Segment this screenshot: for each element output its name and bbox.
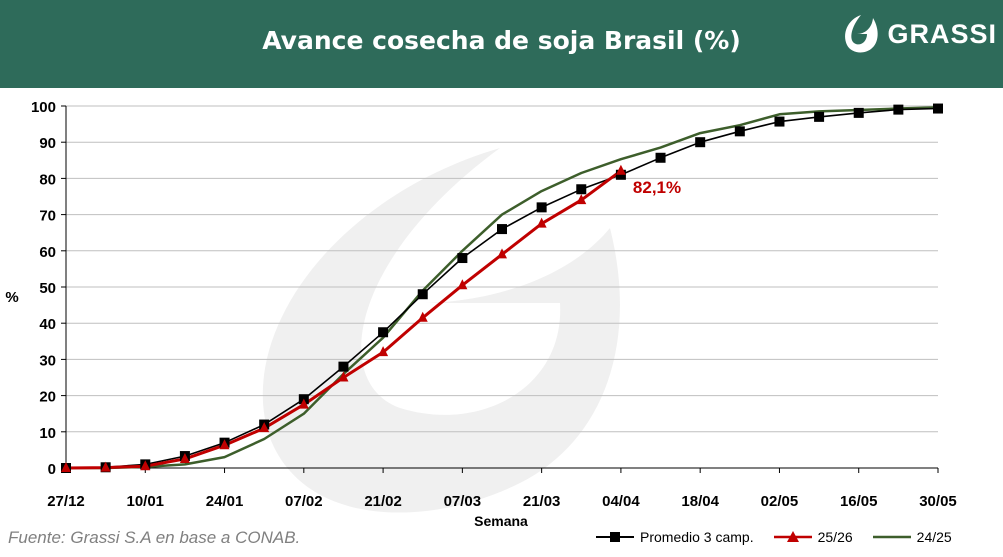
marker-promedio [338, 361, 349, 372]
y-axis-label: % [5, 289, 18, 306]
legend-label-2526: 25/26 [817, 529, 853, 545]
legend-item-2425: 24/25 [872, 529, 952, 545]
marker-promedio [774, 116, 785, 127]
legend-swatch-2425 [872, 535, 911, 539]
legend-item-promedio: Promedio 3 camp. [596, 529, 754, 545]
marker-2526 [61, 462, 71, 472]
chart-title: Avance cosecha de soja Brasil (%) [262, 26, 741, 55]
marker-2526 [378, 346, 389, 357]
marker-2526 [338, 371, 349, 382]
brand-logo: GRASSI [839, 12, 997, 56]
marker-2526 [140, 460, 151, 471]
marker-2526 [219, 439, 230, 450]
series-line-2425 [66, 106, 939, 470]
y-tick-label: 20 [39, 389, 56, 406]
y-tick-label: 100 [31, 99, 56, 116]
marker-2526 [576, 194, 587, 205]
marker-promedio [536, 202, 547, 213]
legend-label-promedio: Promedio 3 camp. [640, 529, 754, 545]
marker-promedio [734, 126, 745, 137]
legend-item-2526: 25/26 [773, 529, 853, 545]
marker-2526 [615, 164, 626, 175]
y-tick-label: 80 [39, 171, 56, 188]
marker-promedio [853, 107, 864, 118]
marker-promedio [378, 327, 389, 338]
brand-name: GRASSI [887, 18, 997, 49]
marker-promedio [655, 152, 666, 163]
y-tick-label: 90 [39, 135, 56, 152]
x-tick-label: 10/01 [126, 493, 164, 510]
x-tick-label: 07/03 [444, 493, 482, 510]
watermark-shape [262, 148, 620, 513]
marker-2526 [100, 461, 111, 472]
legend-swatch-promedio [596, 532, 634, 542]
y-tick-label: 40 [39, 316, 56, 333]
harvest-chart: 0 10 20 30 40 50 60 70 80 90 100 27/12 10/01 24/01 07… [5, 99, 957, 528]
y-tick-label: 10 [39, 425, 56, 442]
x-tick-label: 16/05 [840, 493, 878, 510]
leaf-icon [845, 15, 879, 53]
x-tick-label: 30/05 [919, 493, 957, 510]
marker-2526 [536, 217, 547, 228]
marker-2526 [417, 311, 428, 322]
source-note: Fuente: Grassi S.A en base a CONAB. [8, 528, 301, 547]
marker-2526 [457, 279, 468, 290]
grid-lines [66, 105, 938, 433]
x-axis-ticks: 27/12 10/01 24/01 07/02 21/02 07/03 21/03 04/04… [47, 468, 957, 510]
marker-2526 [179, 452, 190, 463]
marker-promedio [417, 289, 428, 300]
x-tick-label: 21/02 [364, 493, 402, 510]
x-axis-label: Semana [474, 513, 528, 528]
y-tick-label: 30 [39, 352, 56, 369]
marker-promedio [814, 111, 825, 122]
y-axis-ticks: 0 10 20 30 40 50 60 70 80 90 100 [31, 99, 66, 478]
x-tick-label: 27/12 [47, 493, 85, 510]
marker-promedio [497, 224, 507, 235]
watermark-logo [262, 148, 620, 513]
chart-legend: Promedio 3 camp. 25/26 24/25 [596, 529, 972, 545]
y-tick-label: 70 [39, 208, 56, 225]
marker-promedio [893, 104, 904, 115]
x-tick-label: 21/03 [523, 493, 561, 510]
y-tick-label: 60 [39, 244, 56, 261]
x-tick-label: 07/02 [285, 493, 323, 510]
marker-promedio [576, 184, 587, 195]
x-tick-label: 04/04 [602, 493, 640, 510]
series-markers [61, 103, 943, 473]
x-tick-label: 18/04 [681, 493, 719, 510]
x-tick-label: 02/05 [761, 493, 799, 510]
legend-swatch-2526 [773, 531, 812, 542]
marker-2526 [298, 398, 309, 409]
y-tick-label: 50 [39, 280, 56, 297]
marker-2526 [497, 248, 507, 259]
annotation-label: 82,1% [633, 178, 681, 197]
y-tick-label: 0 [48, 461, 56, 478]
x-tick-label: 24/01 [206, 493, 244, 510]
marker-promedio [457, 253, 468, 264]
header-bar: Avance cosecha de soja Brasil (%) GRASSI [0, 0, 1003, 88]
marker-2526 [259, 422, 270, 433]
legend-label-2425: 24/25 [916, 529, 952, 545]
marker-promedio [933, 103, 943, 114]
marker-promedio [695, 137, 706, 148]
